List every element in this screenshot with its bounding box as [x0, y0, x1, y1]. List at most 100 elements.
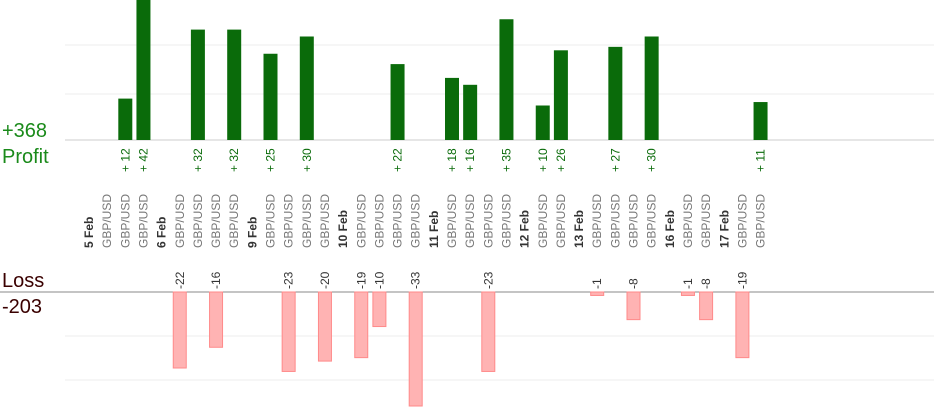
symbol-label: GBP/USD — [627, 194, 641, 248]
symbol-label: GBP/USD — [463, 194, 477, 248]
loss-bar — [317, 291, 332, 362]
loss-value-label: -8 — [699, 278, 713, 289]
loss-value-label: -23 — [282, 271, 296, 289]
loss-value-label: -19 — [354, 271, 368, 289]
date-label: 16 Feb — [663, 210, 677, 248]
symbol-label: GBP/USD — [191, 194, 205, 248]
profit-value-label: + 25 — [264, 148, 278, 172]
profit-total: +368 — [2, 120, 47, 142]
symbol-label: GBP/USD — [372, 194, 386, 248]
profit-value-label: + 26 — [554, 148, 568, 172]
profit-value-label: + 16 — [463, 148, 477, 172]
symbol-label: GBP/USD — [536, 194, 550, 248]
date-label: 13 Feb — [572, 210, 586, 248]
date-label: 10 Feb — [336, 210, 350, 248]
symbol-label: GBP/USD — [318, 194, 332, 248]
loss-bar — [354, 291, 369, 359]
profit-value-label: + 11 — [754, 149, 768, 172]
bar-marks — [118, 0, 768, 407]
profit-value-label: + 32 — [191, 148, 205, 172]
profit-label: Profit — [2, 146, 49, 168]
profit-value-label: + 27 — [608, 148, 622, 172]
profit-value-label: + 35 — [499, 148, 513, 172]
loss-bar — [699, 291, 714, 321]
loss-bar — [735, 291, 750, 359]
loss-bar — [590, 291, 605, 296]
symbol-label: GBP/USD — [136, 194, 150, 248]
loss-label: Loss — [2, 270, 44, 292]
loss-bar — [481, 291, 496, 372]
profit-bar — [118, 98, 133, 140]
symbol-label: GBP/USD — [282, 194, 296, 248]
loss-bar — [626, 291, 641, 321]
loss-value-label: -23 — [481, 271, 495, 289]
profit-value-label: + 32 — [227, 148, 241, 172]
date-label: 5 Feb — [82, 217, 96, 248]
profit-value-label: + 22 — [391, 148, 405, 172]
loss-bar — [281, 291, 296, 372]
loss-value-label: -8 — [627, 278, 641, 289]
loss-bar — [209, 291, 224, 348]
loss-total: -203 — [2, 296, 42, 318]
loss-value-label: -19 — [735, 271, 749, 289]
symbol-label: GBP/USD — [499, 194, 513, 248]
loss-value-label: -22 — [173, 271, 187, 289]
loss-bar — [372, 291, 387, 328]
loss-bar — [172, 291, 187, 369]
profit-bar — [499, 19, 514, 140]
loss-value-label: -16 — [209, 271, 223, 289]
profit-bar — [190, 29, 205, 141]
symbol-label: GBP/USD — [735, 194, 749, 248]
profit-bar — [136, 0, 151, 140]
profit-value-label: + 30 — [645, 148, 659, 172]
profit-bar — [753, 102, 768, 140]
profit-bar — [644, 36, 659, 140]
profit-bar — [227, 29, 242, 141]
loss-value-label: -10 — [372, 271, 386, 289]
loss-value-label: -1 — [590, 278, 604, 289]
loss-value-label: -1 — [681, 278, 695, 289]
value-labels: + 12 + 42-22+ 32-16+ 32 + 25-23+ 30-20 -19-… — [118, 148, 767, 289]
profit-bar — [299, 36, 314, 140]
loss-value-label: -20 — [318, 271, 332, 289]
date-label: 17 Feb — [717, 210, 731, 248]
symbol-label: GBP/USD — [209, 194, 223, 248]
profit-bar — [553, 50, 568, 140]
symbol-label: GBP/USD — [645, 194, 659, 248]
symbol-label: GBP/USD — [227, 194, 241, 248]
symbol-label: GBP/USD — [590, 194, 604, 248]
symbol-label: GBP/USD — [681, 194, 695, 248]
symbol-label: GBP/USD — [554, 194, 568, 248]
date-label: 12 Feb — [518, 210, 532, 248]
date-label: 9 Feb — [245, 217, 259, 248]
profit-value-label: + 10 — [536, 148, 550, 172]
symbol-label: GBP/USD — [100, 194, 114, 248]
symbol-label: GBP/USD — [118, 194, 132, 248]
profit-value-label: + 12 — [118, 148, 132, 172]
profit-bar — [445, 77, 459, 140]
loss-bar — [680, 291, 695, 296]
symbol-label: GBP/USD — [173, 194, 187, 248]
symbol-label: GBP/USD — [754, 194, 768, 248]
symbol-label: GBP/USD — [699, 194, 713, 248]
profit-value-label: + 30 — [300, 148, 314, 172]
profit-bar — [608, 46, 623, 140]
symbol-label: GBP/USD — [608, 194, 622, 248]
date-label: 11 Feb — [427, 211, 441, 248]
symbol-label: GBP/USD — [409, 194, 423, 248]
profit-value-label: + 42 — [136, 148, 150, 172]
category-labels: 5 Feb GBP/USD GBP/USD GBP/USD 6 Feb GBP/USD GB… — [82, 194, 768, 248]
profit-bar — [263, 53, 278, 140]
loss-bar — [408, 291, 423, 407]
symbol-label: GBP/USD — [300, 194, 314, 248]
symbol-label: GBP/USD — [264, 194, 278, 248]
symbol-label: GBP/USD — [445, 194, 459, 248]
symbol-label: GBP/USD — [391, 194, 405, 248]
profit-bar — [463, 84, 478, 140]
symbol-label: GBP/USD — [481, 194, 495, 248]
loss-value-label: -33 — [409, 271, 423, 289]
date-label: 6 Feb — [155, 217, 169, 248]
profit-bar — [390, 64, 405, 140]
profit-bar — [535, 105, 550, 140]
symbol-label: GBP/USD — [354, 194, 368, 248]
